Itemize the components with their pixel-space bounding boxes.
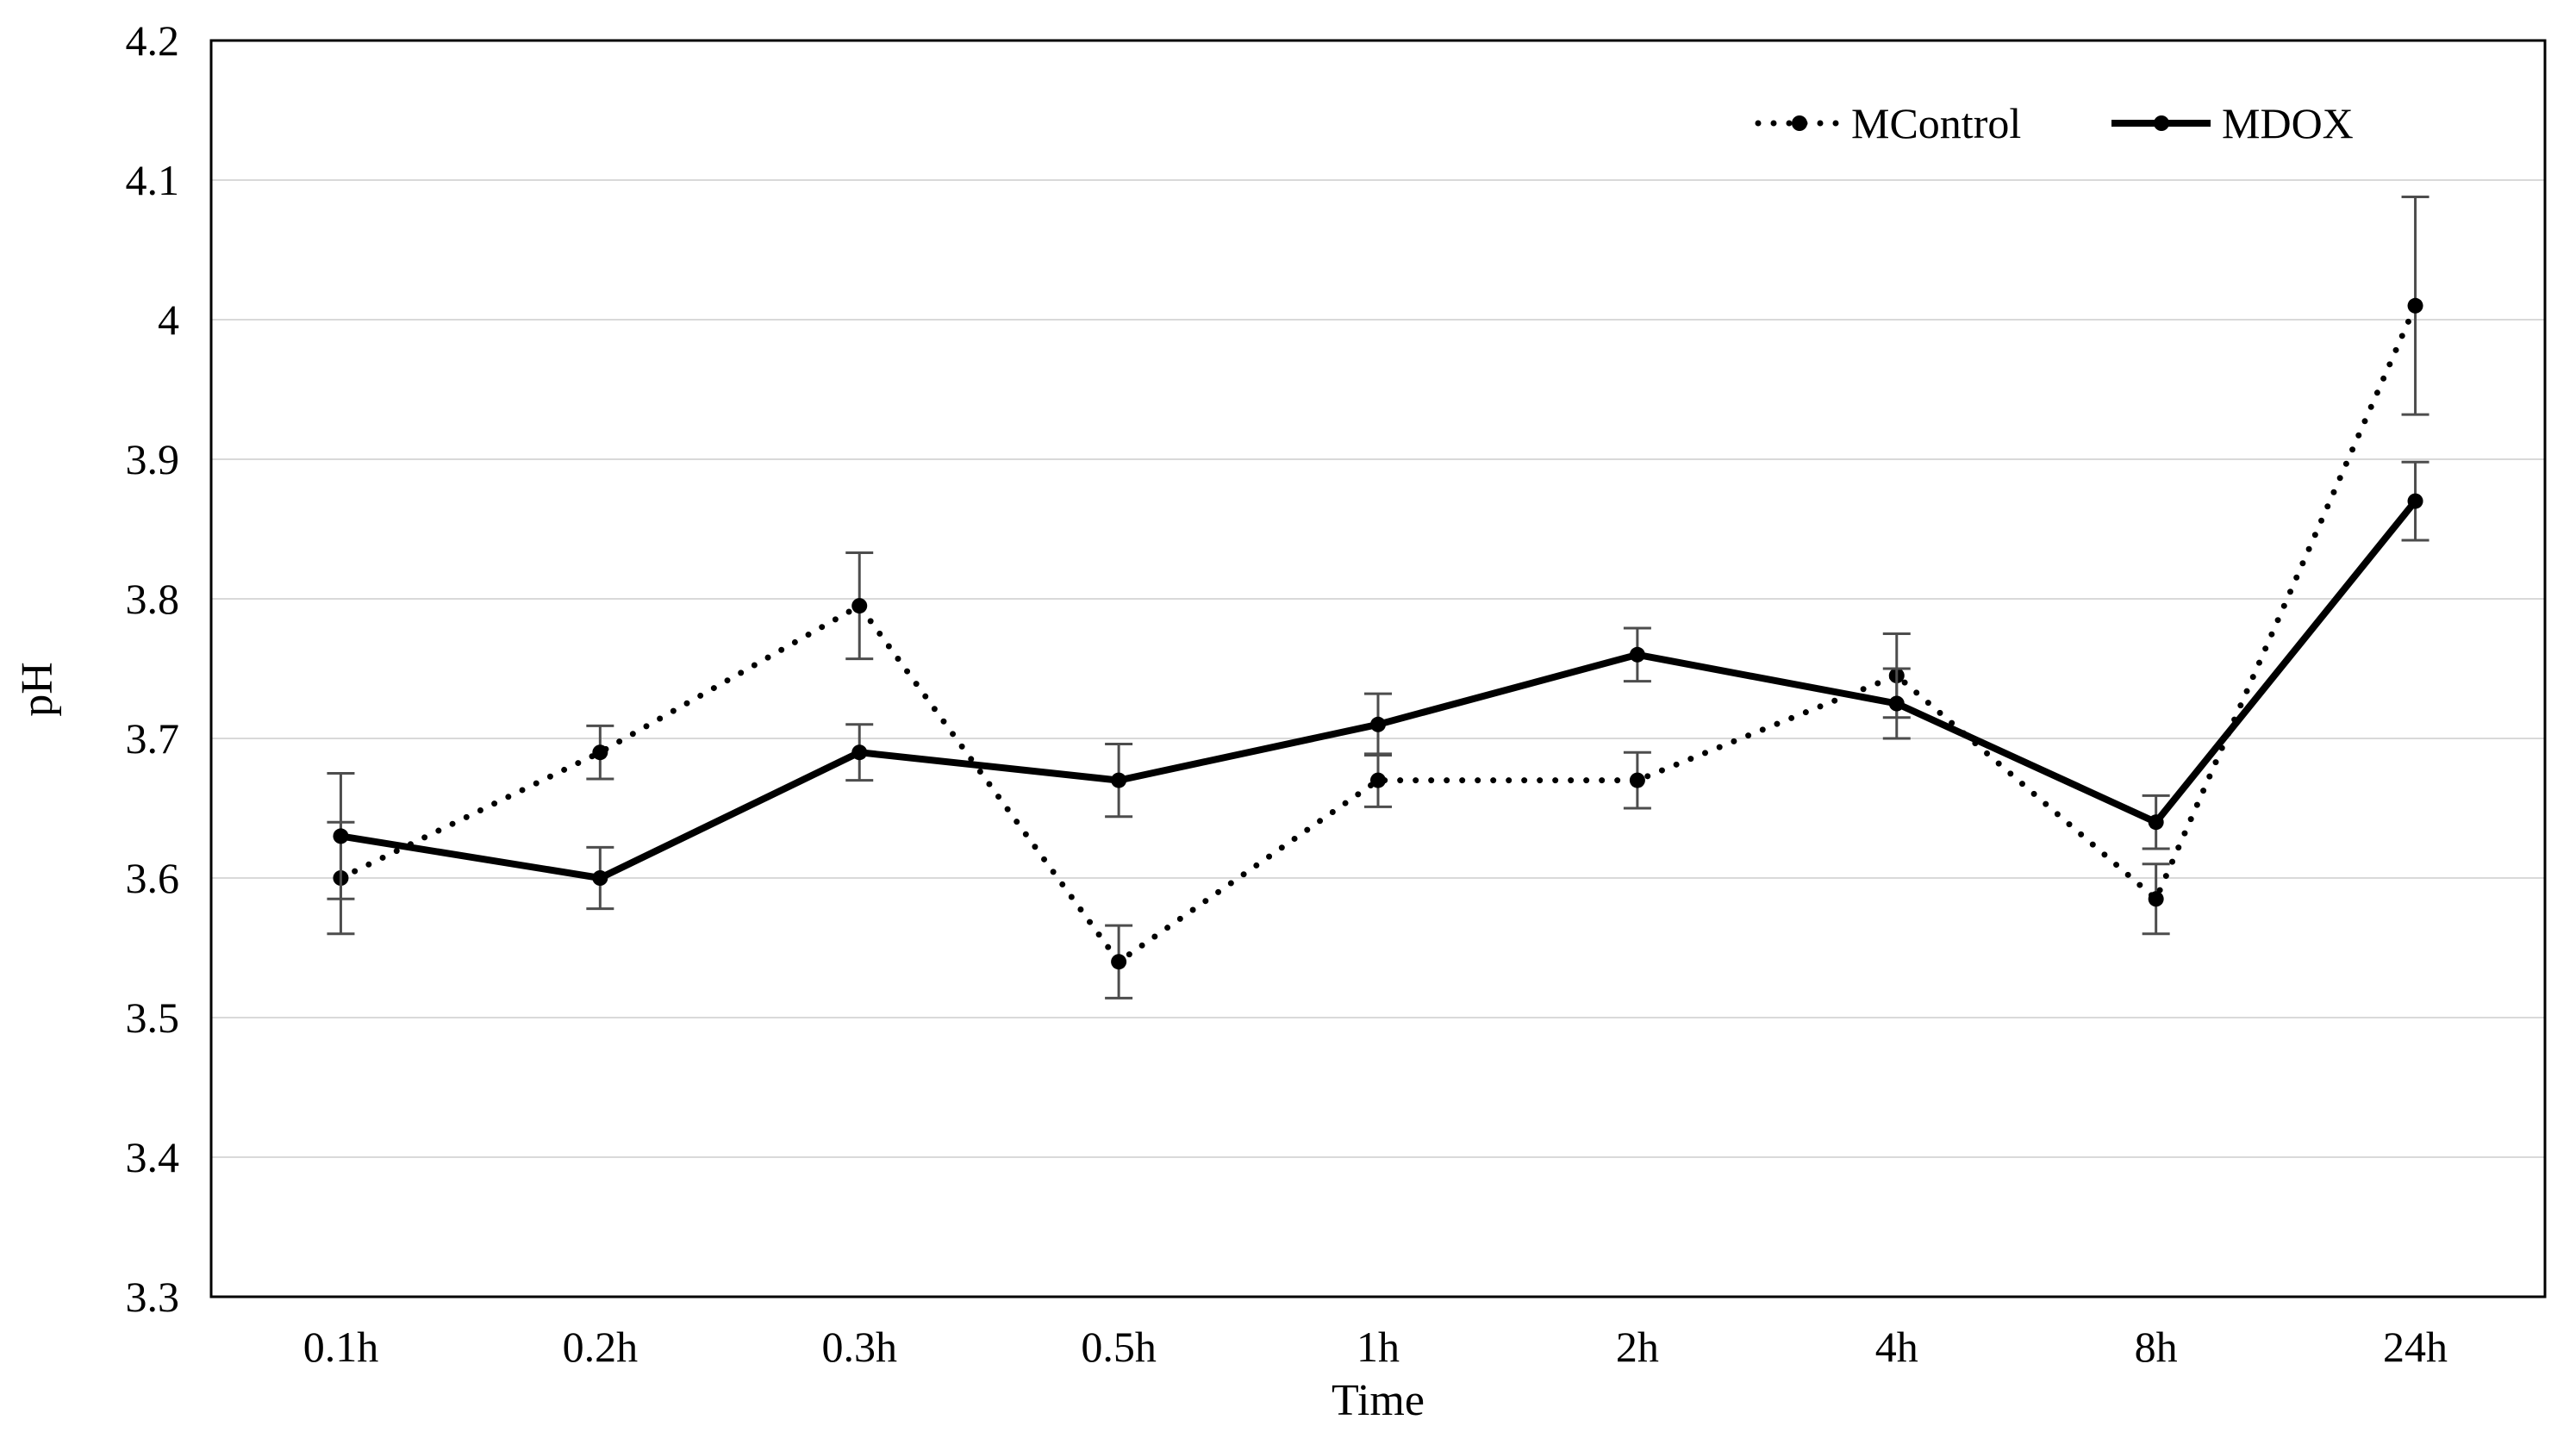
- series-mdox-point-1h: [1370, 716, 1386, 732]
- data-layer: [327, 195, 2429, 1000]
- x-axis-tick-label: 4h: [1875, 1323, 1918, 1371]
- x-axis-tick-label: 1h: [1357, 1323, 1400, 1371]
- y-axis-tick-label: 4: [158, 296, 179, 344]
- series-mdox-point-24h: [2407, 493, 2423, 509]
- y-axis-tick-label: 3.6: [126, 854, 180, 902]
- x-axis-tick-label: 0.2h: [563, 1323, 639, 1371]
- x-axis-title: Time: [1332, 1376, 1425, 1425]
- y-axis-tick-label: 3.8: [126, 575, 180, 623]
- x-axis-tick-label: 24h: [2383, 1323, 2448, 1371]
- plot-frame: [209, 39, 2547, 1298]
- x-axis-tick-label: 2h: [1616, 1323, 1659, 1371]
- series-mdox-point-4h: [1888, 695, 1905, 712]
- legend-label-mdox: MDOX: [2222, 99, 2354, 147]
- tick-label-layer: 3.3 3.4 3.5 3.6 3.7 3.8 3.9 4 4.1 4.2 0.1h 0.2h 0.3h…: [126, 16, 2448, 1371]
- series-mdox-point-0.2h: [592, 870, 608, 886]
- series-mdox: [327, 460, 2429, 911]
- y-axis-tick-label: 4.1: [126, 156, 180, 204]
- x-axis-tick-label: 8h: [2135, 1323, 2178, 1371]
- legend-item-mcontrol: MControl: [1755, 99, 2021, 147]
- y-axis-tick-label: 3.7: [126, 714, 180, 763]
- series-mcontrol-point-0.5h: [1111, 954, 1127, 970]
- series-mcontrol-point-2h: [1629, 772, 1645, 788]
- legend-swatch-mcontrol-marker: [1792, 115, 1807, 131]
- series-mdox-point-0.5h: [1111, 772, 1127, 788]
- legend-label-mcontrol: MControl: [1851, 99, 2021, 147]
- series-mdox-point-0.1h: [333, 828, 349, 844]
- y-axis-title: pH: [13, 662, 62, 717]
- series-mcontrol-point-0.2h: [592, 744, 608, 761]
- series-mcontrol-line: [337, 302, 2419, 965]
- x-axis-tick-label: 0.5h: [1081, 1323, 1157, 1371]
- series-mcontrol-point-8h: [2148, 891, 2164, 907]
- series-mdox-line: [337, 497, 2419, 881]
- y-axis-tick-label: 3.5: [126, 993, 180, 1042]
- series-mcontrol-point-1h: [1370, 772, 1386, 788]
- series-mcontrol-point-24h: [2407, 297, 2423, 314]
- legend-item-mdox: MDOX: [2111, 99, 2354, 147]
- y-axis-tick-label: 3.9: [126, 435, 180, 483]
- gridline-layer: [211, 179, 2545, 1158]
- series-mdox-point-2h: [1629, 646, 1645, 663]
- series-mdox-point-8h: [2148, 814, 2164, 831]
- legend: MControl MDOX: [1755, 99, 2354, 147]
- x-axis-tick-label: 0.3h: [821, 1323, 897, 1371]
- y-axis-tick-label: 3.3: [126, 1273, 180, 1321]
- y-axis-tick-label: 3.4: [126, 1133, 180, 1181]
- series-mcontrol-point-0.3h: [851, 598, 868, 614]
- x-axis-tick-label: 0.1h: [303, 1323, 379, 1371]
- y-axis-tick-label: 4.2: [126, 16, 180, 65]
- series-mcontrol: [327, 195, 2429, 1000]
- legend-swatch-mdox-marker: [2154, 115, 2169, 131]
- series-mdox-point-0.3h: [851, 744, 868, 761]
